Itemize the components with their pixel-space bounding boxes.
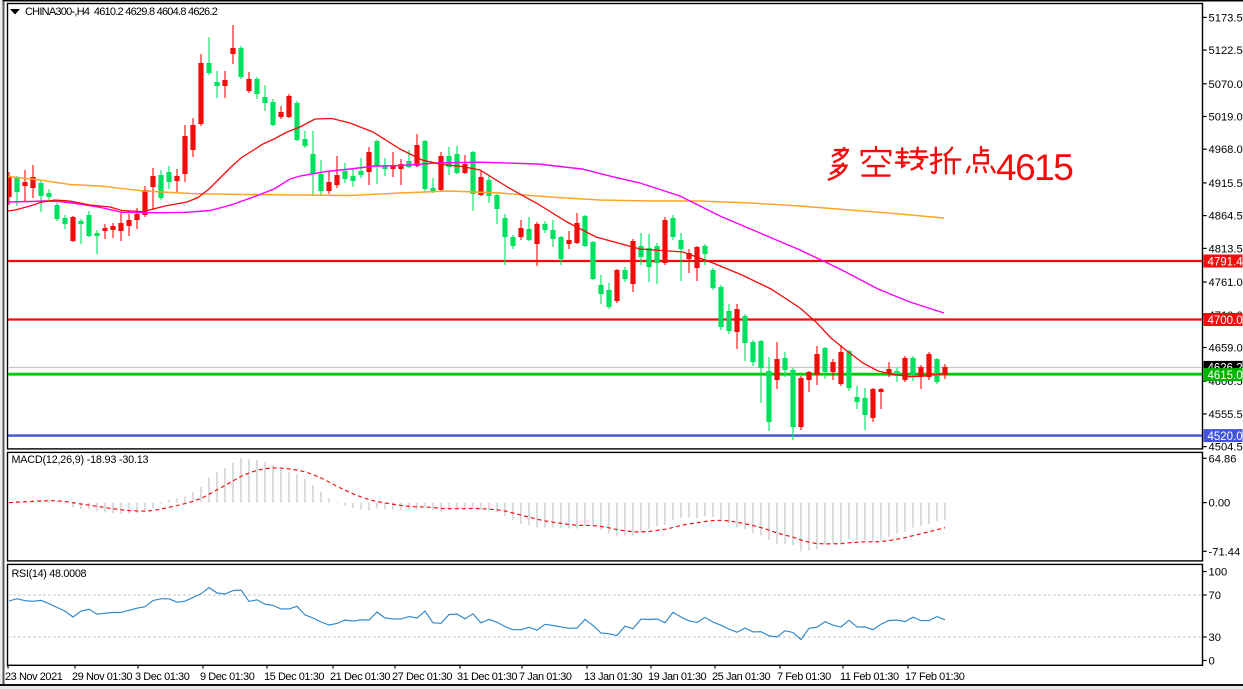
svg-text:19 Jan 01:30: 19 Jan 01:30 <box>648 671 707 683</box>
svg-text:15 Dec 01:30: 15 Dec 01:30 <box>264 671 324 683</box>
svg-text:25 Jan 01:30: 25 Jan 01:30 <box>712 671 771 683</box>
svg-text:0: 0 <box>1209 656 1215 668</box>
svg-text:MACD(12,26,9) -18.93 -30.13: MACD(12,26,9) -18.93 -30.13 <box>12 454 149 466</box>
svg-text:4968.0: 4968.0 <box>1209 144 1243 156</box>
svg-text:64.86: 64.86 <box>1209 453 1237 465</box>
svg-text:4813.5: 4813.5 <box>1209 243 1243 255</box>
svg-text:4761.0: 4761.0 <box>1209 277 1243 289</box>
svg-text:4520.0: 4520.0 <box>1208 431 1243 443</box>
svg-text:5070.0: 5070.0 <box>1209 79 1243 91</box>
svg-text:7 Feb 01:30: 7 Feb 01:30 <box>777 671 831 683</box>
svg-text:CHINA300-,H4 4610.2 4629.8 46: CHINA300-,H4 4610.2 4629.8 4604.8 4626.2 <box>25 6 218 18</box>
svg-text:5122.5: 5122.5 <box>1209 45 1243 57</box>
svg-text:4555.5: 4555.5 <box>1209 409 1243 421</box>
svg-text:5019.0: 5019.0 <box>1209 112 1243 124</box>
svg-text:27 Dec 01:30: 27 Dec 01:30 <box>392 671 452 683</box>
svg-text:4659.0: 4659.0 <box>1209 343 1243 355</box>
svg-text:30: 30 <box>1209 632 1221 644</box>
svg-text:4615: 4615 <box>996 147 1073 188</box>
svg-text:11 Feb 01:30: 11 Feb 01:30 <box>840 671 899 683</box>
svg-text:3 Dec 01:30: 3 Dec 01:30 <box>135 671 190 683</box>
svg-text:4700.0: 4700.0 <box>1208 315 1243 327</box>
svg-text:0.00: 0.00 <box>1209 498 1231 510</box>
svg-text:13 Jan 01:30: 13 Jan 01:30 <box>584 671 643 683</box>
svg-text:4864.5: 4864.5 <box>1209 211 1243 223</box>
svg-text:29 Nov 01:30: 29 Nov 01:30 <box>72 671 132 683</box>
svg-text:5173.5: 5173.5 <box>1209 12 1243 24</box>
svg-text:4615.0: 4615.0 <box>1208 370 1243 382</box>
svg-text:9 Dec 01:30: 9 Dec 01:30 <box>200 671 255 683</box>
svg-text:4504.5: 4504.5 <box>1209 442 1243 454</box>
svg-text:4791.4: 4791.4 <box>1208 256 1243 268</box>
svg-text:7 Jan 01:30: 7 Jan 01:30 <box>519 671 572 683</box>
svg-text:31 Dec 01:30: 31 Dec 01:30 <box>457 671 517 683</box>
svg-text:17 Feb 01:30: 17 Feb 01:30 <box>905 671 965 683</box>
svg-text:100: 100 <box>1209 567 1228 579</box>
svg-text:70: 70 <box>1209 590 1221 602</box>
svg-text:21 Dec 01:30: 21 Dec 01:30 <box>330 671 390 683</box>
svg-text:-71.44: -71.44 <box>1209 546 1241 558</box>
svg-text:RSI(14) 48.0008: RSI(14) 48.0008 <box>12 568 87 580</box>
svg-text:4915.5: 4915.5 <box>1209 178 1243 190</box>
svg-text:23 Nov 2021: 23 Nov 2021 <box>5 671 63 683</box>
